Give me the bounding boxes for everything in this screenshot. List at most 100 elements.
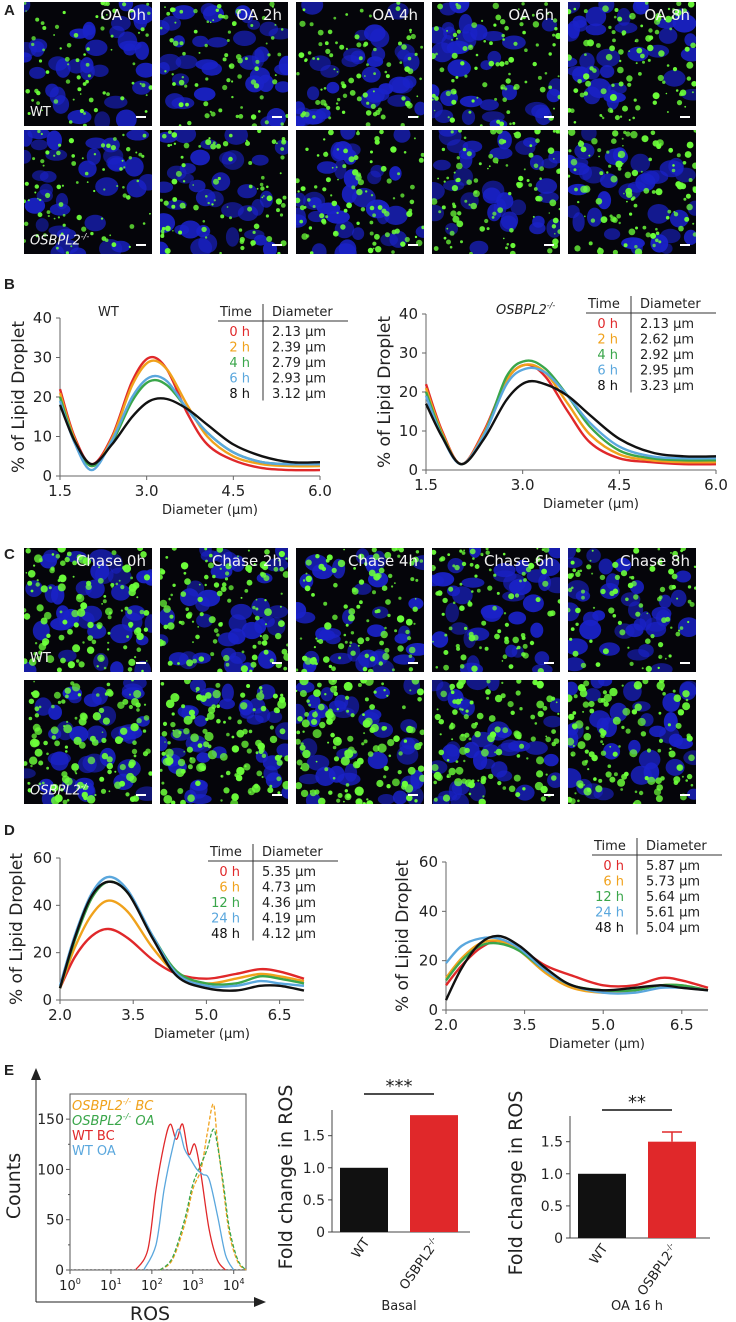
lipid-droplet: [178, 124, 182, 126]
nucleus: [470, 24, 488, 41]
nucleus: [508, 611, 527, 625]
lipid-droplet: [56, 667, 62, 672]
lipid-droplet: [638, 790, 644, 796]
lipid-droplet: [612, 614, 617, 618]
lipid-droplet: [353, 567, 356, 570]
lipid-droplet: [603, 701, 609, 707]
lipid-droplet: [127, 667, 133, 672]
nucleus: [196, 613, 213, 628]
lipid-droplet: [377, 205, 383, 210]
lipid-droplet: [618, 49, 624, 55]
lipid-droplet: [296, 197, 301, 204]
lipid-droplet: [114, 770, 117, 773]
lipid-droplet: [77, 693, 82, 697]
lipid-droplet: [358, 553, 365, 560]
lipid-droplet: [250, 79, 257, 85]
lipid-droplet: [450, 687, 453, 691]
lipid-droplet: [481, 748, 489, 757]
lipid-droplet: [36, 579, 39, 582]
lipid-droplet: [446, 29, 449, 32]
lipid-droplet: [605, 53, 613, 61]
lipid-droplet: [128, 658, 136, 666]
lipid-droplet: [484, 646, 489, 651]
micrograph-tile: OSBPL2-/-: [24, 130, 152, 254]
lipid-droplet: [469, 548, 476, 555]
lipid-droplet: [240, 692, 246, 698]
lipid-droplet: [319, 213, 325, 219]
lipid-droplet: [344, 749, 354, 759]
legend-time: 6 h: [597, 364, 618, 379]
scale-bar: [272, 244, 282, 246]
lipid-droplet: [130, 576, 133, 580]
lipid-droplet: [41, 781, 45, 785]
lipid-droplet: [432, 640, 434, 643]
nucleus: [188, 794, 212, 804]
lipid-droplet: [252, 644, 257, 649]
lipid-droplet: [146, 2, 150, 6]
lipid-droplet: [409, 560, 415, 566]
lipid-droplet: [349, 641, 353, 644]
lipid-droplet: [504, 636, 509, 641]
lipid-droplet: [170, 143, 173, 147]
lipid-droplet: [143, 703, 147, 706]
lipid-droplet: [42, 48, 45, 52]
lipid-droplet: [343, 681, 353, 691]
lipid-droplet: [126, 772, 135, 782]
lipid-droplet: [649, 565, 656, 572]
lipid-droplet: [136, 708, 140, 712]
lipid-droplet: [248, 184, 253, 189]
lipid-droplet: [101, 731, 104, 733]
lipid-droplet: [193, 204, 199, 211]
lipid-droplet: [412, 556, 419, 563]
lipid-droplet: [443, 236, 447, 240]
lipid-droplet: [101, 603, 103, 605]
lipid-droplet: [628, 228, 636, 236]
lipid-droplet: [625, 131, 631, 137]
lipid-droplet: [455, 643, 460, 649]
lipid-droplet: [439, 733, 442, 736]
lipid-droplet: [139, 82, 142, 85]
nucleus: [296, 681, 315, 693]
lipid-droplet: [525, 566, 532, 573]
nucleus: [534, 651, 550, 666]
legend-diameter: 5.61 µm: [646, 906, 700, 921]
lipid-droplet: [600, 216, 608, 223]
nucleus: [160, 62, 170, 75]
lipid-droplet: [580, 662, 587, 669]
lipid-droplet: [634, 248, 643, 254]
lipid-droplet: [466, 151, 472, 157]
lipid-droplet: [617, 16, 623, 22]
lipid-droplet: [533, 187, 538, 191]
lipid-droplet: [301, 233, 308, 240]
lipid-droplet: [338, 656, 342, 660]
nucleus: [500, 739, 520, 752]
lipid-droplet: [115, 582, 119, 586]
lipid-droplet: [583, 733, 592, 741]
lipid-droplet: [122, 564, 132, 573]
lipid-droplet: [384, 551, 392, 559]
lipid-droplet: [509, 122, 512, 126]
lipid-droplet: [275, 707, 279, 711]
lipid-droplet: [433, 797, 438, 802]
lipid-droplet: [609, 94, 617, 101]
lipid-droplet: [131, 81, 135, 85]
lipid-droplet: [222, 141, 229, 147]
lipid-droplet: [118, 579, 121, 582]
lipid-droplet: [94, 793, 97, 797]
lipid-droplet: [349, 90, 356, 96]
legend-time: 48 h: [595, 921, 624, 936]
lipid-droplet: [435, 52, 438, 56]
lipid-droplet: [63, 724, 73, 734]
x-tick-label: 6.5: [670, 1016, 694, 1034]
lipid-droplet: [212, 689, 221, 699]
scale-bar: [408, 116, 418, 118]
nucleus: [228, 628, 246, 645]
lipid-droplet: [323, 656, 330, 663]
lipid-droplet: [128, 245, 131, 248]
nucleus: [481, 111, 505, 123]
lipid-droplet: [332, 776, 336, 780]
nucleus: [568, 638, 588, 655]
lipid-droplet: [482, 795, 485, 798]
lipid-droplet: [377, 743, 387, 753]
nucleus: [461, 577, 485, 588]
